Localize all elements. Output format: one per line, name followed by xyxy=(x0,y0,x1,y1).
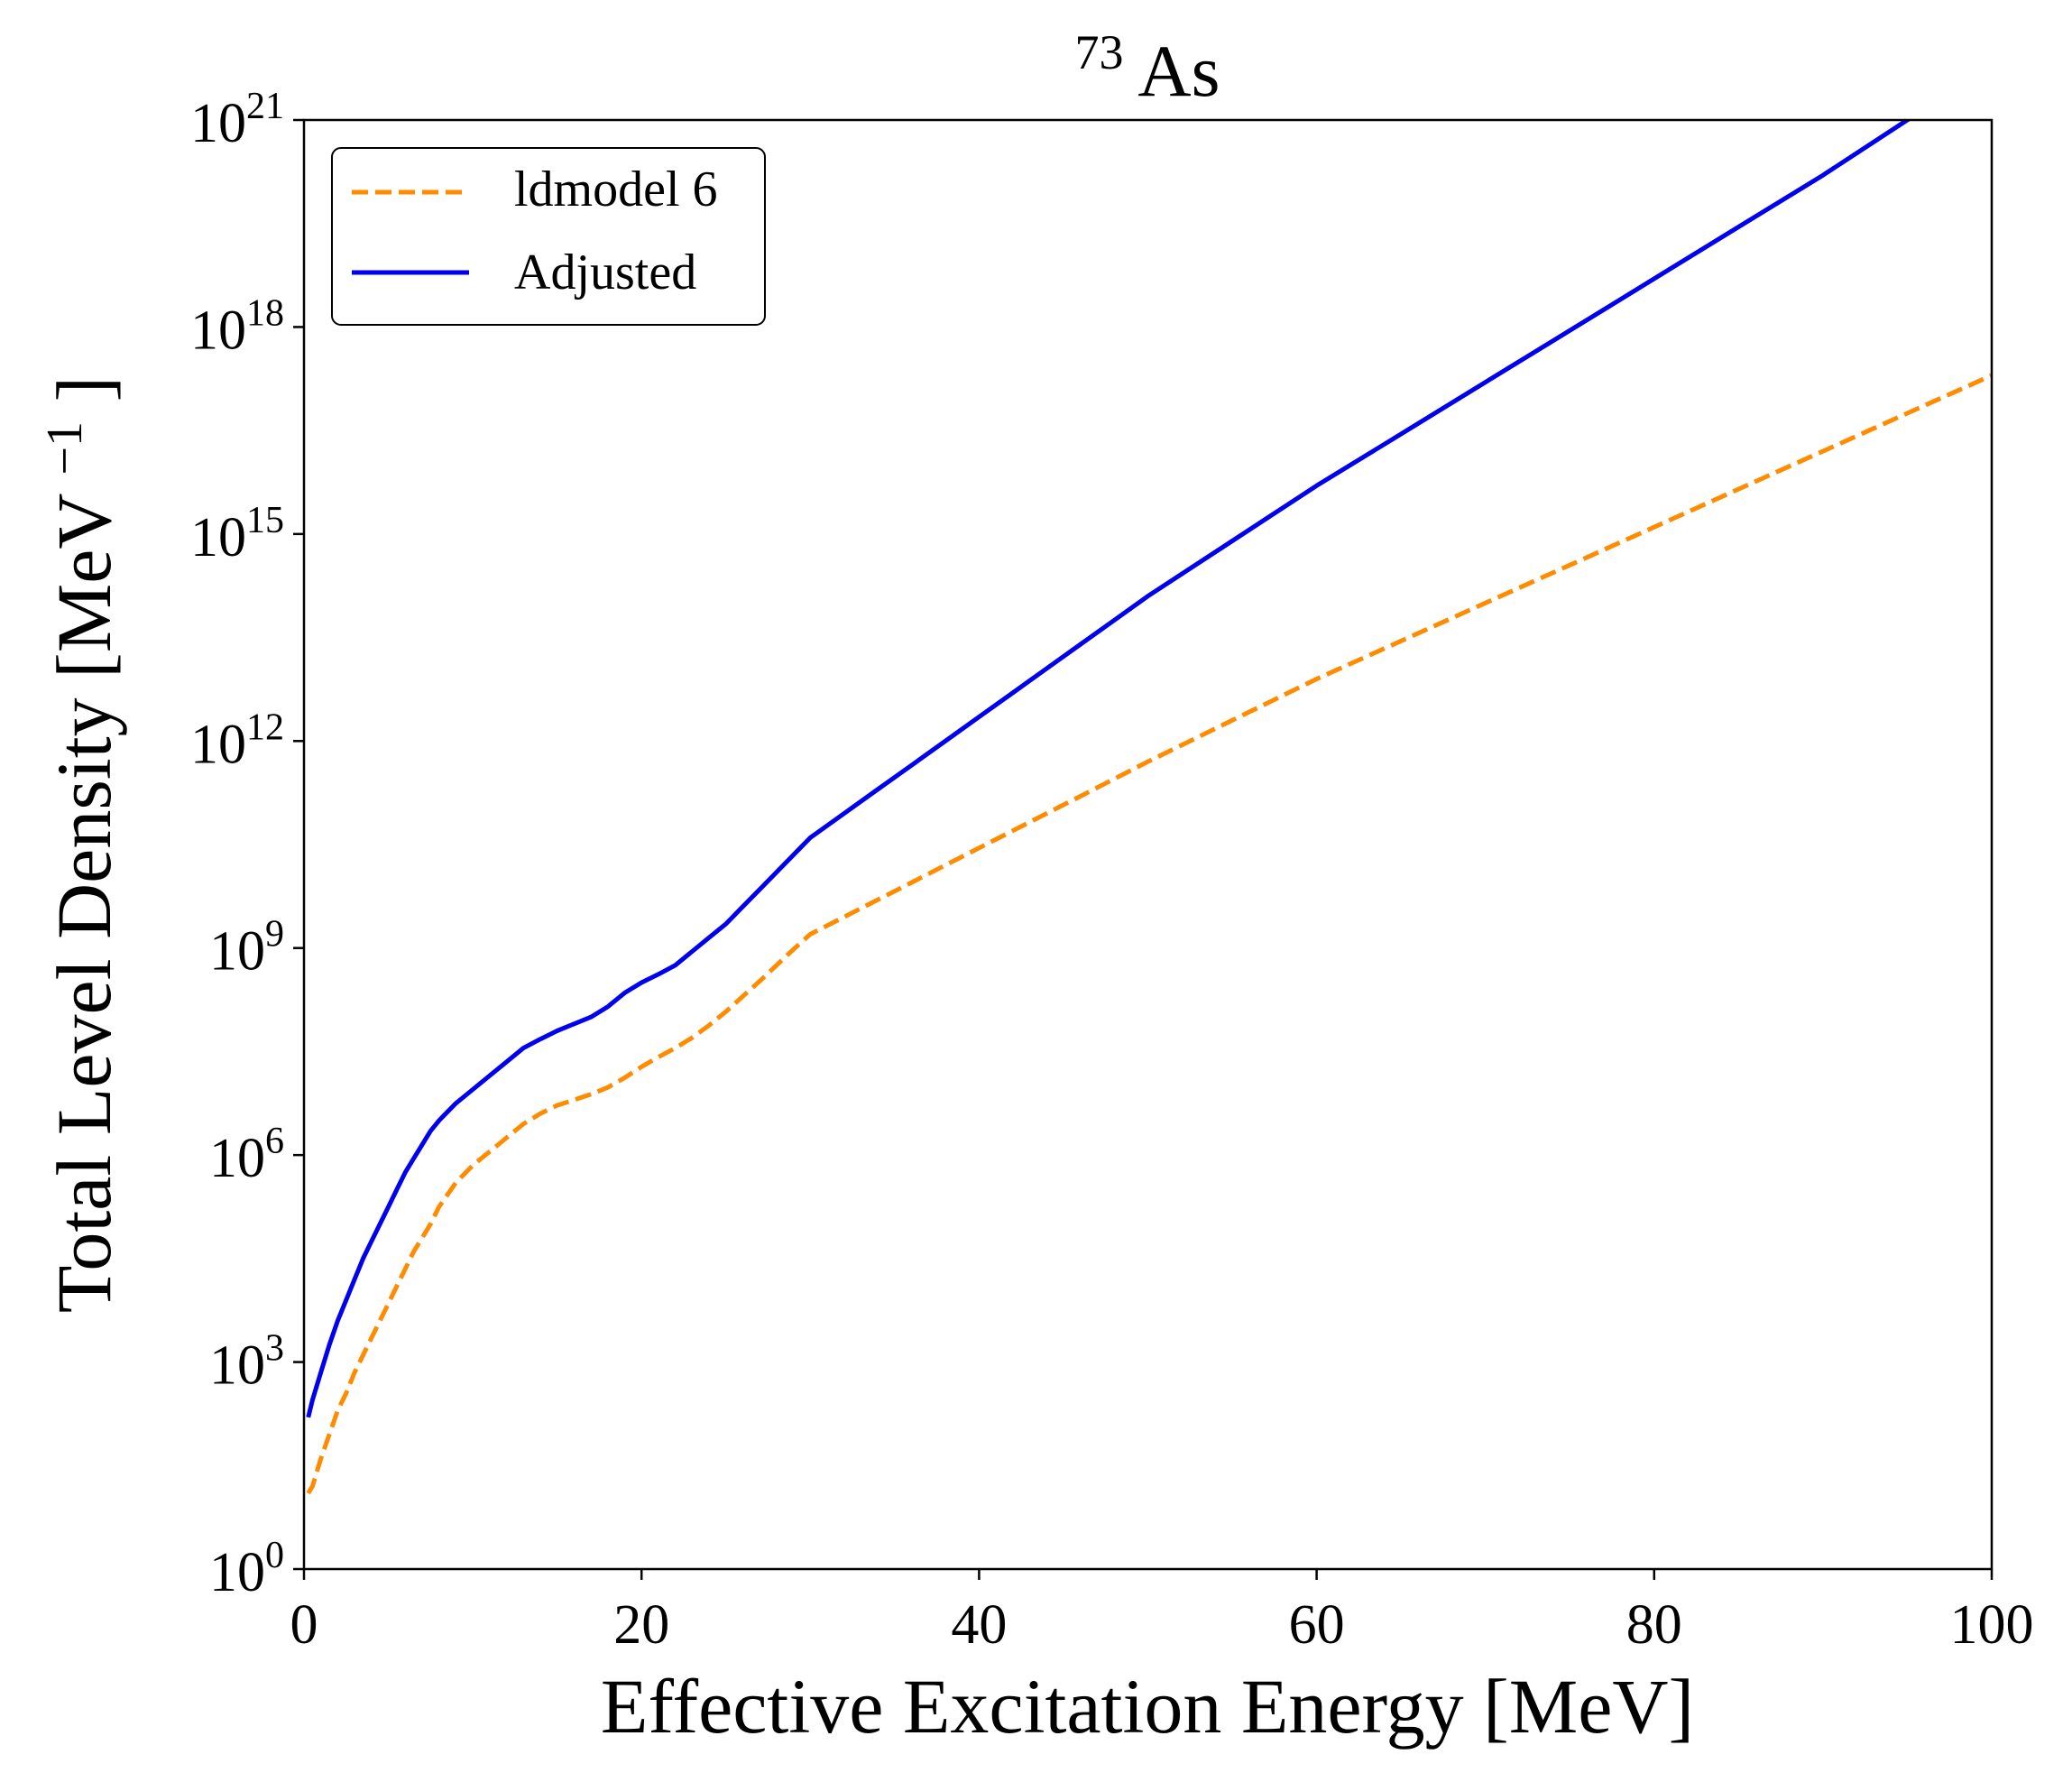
x-tick-label: 80 xyxy=(1626,1594,1682,1656)
y-tick-label: 106 xyxy=(209,1121,284,1189)
y-tick-base: 10 xyxy=(209,1128,265,1189)
y-tick-exponent: 3 xyxy=(265,1328,284,1370)
y-tick-label: 1015 xyxy=(190,500,284,568)
x-tick-label: 20 xyxy=(613,1594,669,1656)
legend-label-adjusted: Adjusted xyxy=(514,245,696,300)
x-tick-label: 0 xyxy=(290,1594,318,1656)
x-tick-label: 100 xyxy=(1950,1594,2034,1656)
series-line-adjusted xyxy=(306,120,1911,1418)
y-tick-exponent: 21 xyxy=(246,86,284,127)
y-tick-label: 1018 xyxy=(190,292,284,361)
y-axis-label-superscript: −1 xyxy=(37,421,93,476)
plot-frame xyxy=(302,118,1994,1571)
y-axis-label: Total Level Density [MeV −1 ] xyxy=(12,376,127,1313)
y-tick-base: 10 xyxy=(190,300,246,361)
y-tick-exponent: 6 xyxy=(265,1121,284,1162)
legend: ldmodel 6 Adjusted xyxy=(331,147,766,326)
y-tick-exponent: 12 xyxy=(246,706,284,748)
title-element: As xyxy=(1137,30,1220,112)
y-tick-base: 10 xyxy=(190,93,246,154)
y-tick-label: 109 xyxy=(209,914,284,983)
y-axis-label-close: ] xyxy=(41,376,127,402)
y-tick-base: 10 xyxy=(209,1542,265,1603)
y-tick-label: 1021 xyxy=(190,86,284,154)
chart-title: 73 As xyxy=(1074,3,1220,112)
y-tick-base: 10 xyxy=(209,921,265,983)
y-tick-exponent: 18 xyxy=(246,292,284,334)
legend-label-ldmodel: ldmodel 6 xyxy=(514,162,718,217)
series-layer xyxy=(306,120,1992,1495)
x-axis: 0 20 40 60 80 100 xyxy=(290,1569,2034,1656)
y-tick-label: 1012 xyxy=(190,706,284,775)
x-tick-label: 60 xyxy=(1289,1594,1345,1656)
y-tick-base: 10 xyxy=(190,714,246,775)
series-line-ldmodel-6 xyxy=(306,373,1992,1495)
y-tick-label: 100 xyxy=(209,1535,284,1603)
y-tick-base: 10 xyxy=(190,507,246,568)
y-tick-exponent: 0 xyxy=(265,1535,284,1576)
y-tick-exponent: 9 xyxy=(265,914,284,956)
y-tick-exponent: 15 xyxy=(246,500,284,541)
title-superscript: 73 xyxy=(1074,25,1123,79)
y-tick-label: 103 xyxy=(209,1328,284,1397)
x-tick-label: 40 xyxy=(951,1594,1007,1656)
legend-box xyxy=(331,147,766,326)
y-tick-base: 10 xyxy=(209,1335,265,1397)
y-axis-label-main: Total Level Density [MeV xyxy=(41,494,127,1314)
x-axis-label: Effective Excitation Energy [MeV] xyxy=(601,1663,1694,1750)
